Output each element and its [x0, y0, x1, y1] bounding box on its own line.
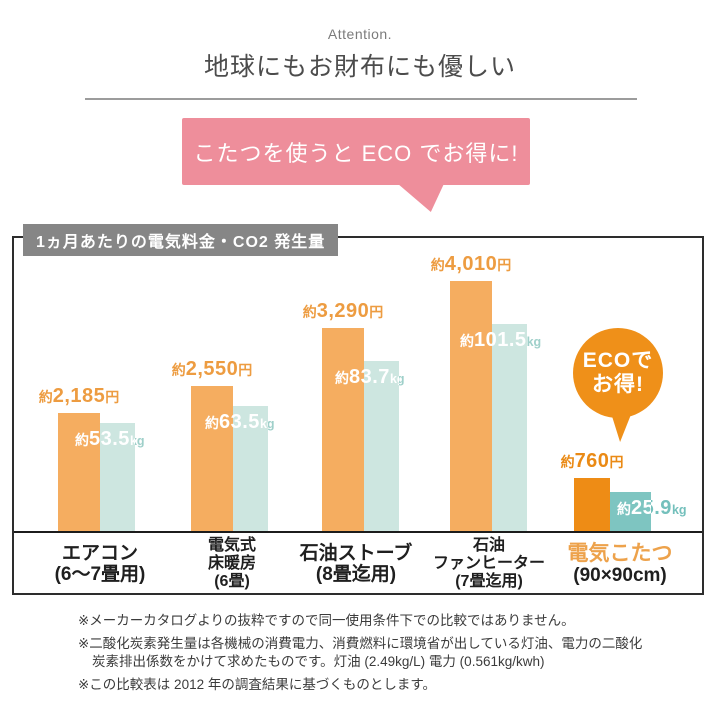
- page-title: 地球にもお財布にも優しい: [203, 53, 516, 81]
- eco-badge: ECOで お得!: [573, 328, 663, 446]
- co2-value-label: 約63.5kg 約63.5kg: [205, 411, 275, 433]
- cost-value-label: 約3,290円: [302, 300, 384, 322]
- cost-bar: [191, 386, 233, 531]
- co2-value-label: 約83.7kg 約83.7kg: [335, 366, 405, 388]
- cost-value-label: 約2,550円: [171, 358, 253, 380]
- eco-badge-tail: [611, 416, 631, 442]
- title-divider: [85, 98, 637, 100]
- speech-bubble-text: こたつを使うと ECO でお得に!: [193, 140, 519, 166]
- footnote: ※メーカーカタログよりの抜粋ですので同一使用条件下での比較ではありません。: [78, 613, 575, 628]
- cost-bar: [58, 413, 100, 531]
- footnote: ※この比較表は 2012 年の調査結果に基づくものとします。: [78, 677, 436, 693]
- co2-value-label: 約101.5kg 約101.5kg: [460, 329, 542, 351]
- cost-value-label: 約4,010円: [430, 253, 512, 275]
- eyebrow-text: Attention.: [327, 26, 393, 42]
- cost-bar: [574, 478, 610, 531]
- speech-bubble-tail: [398, 184, 444, 212]
- cost-bar: [450, 281, 492, 531]
- category-label-kotatsu: 電気こたつ (90×90cm): [567, 541, 673, 587]
- cost-value-label: 約760円: [560, 450, 624, 472]
- footnote: ※二酸化炭素発生量は各機械の消費電力、消費燃料に環境省が出している灯油、電力の二…: [78, 636, 643, 670]
- co2-value-label: 約53.5kg 約53.5kg: [75, 428, 145, 450]
- chart-title-tag: 1ヵ月あたりの電気料金・CO2 発生量: [23, 224, 339, 256]
- co2-value-label: 約25.9kg 約25.9kg: [617, 497, 687, 519]
- category-label-floor-heating: 電気式 床暖房 (6畳): [207, 537, 256, 590]
- category-label-oil-fan-heater: 石油 ファンヒーター (7畳迄用): [432, 537, 545, 590]
- x-axis-line: [14, 531, 702, 533]
- eco-badge-text-line1: ECOで: [582, 348, 654, 372]
- category-label-oil-stove: 石油ストーブ (8畳迄用): [299, 542, 413, 585]
- co2-bar: [607, 492, 651, 531]
- cost-value-label: 約2,185円: [38, 385, 120, 407]
- speech-bubble: こたつを使うと ECO でお得に!: [182, 118, 530, 185]
- eco-badge-text-line2: お得!: [592, 373, 644, 396]
- category-label-aircon: エアコン (6〜7畳用): [54, 542, 146, 585]
- cost-bar: [322, 328, 364, 531]
- chart-panel: 約2,185円 約53.5kg 約53.5kg 約2,550円 約63.5kg …: [12, 236, 704, 595]
- eco-badge-circle: ECOで お得!: [573, 328, 663, 418]
- footnotes: ※メーカーカタログよりの抜粋ですので同一使用条件下での比較ではありません。 ※二…: [78, 612, 652, 699]
